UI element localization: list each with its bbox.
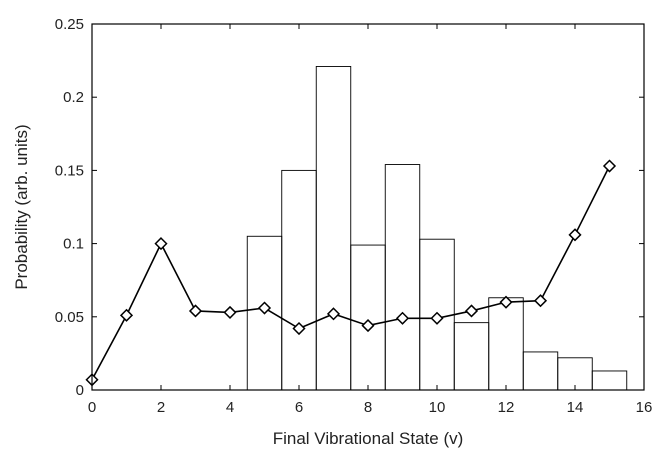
diamond-marker <box>257 301 272 315</box>
y-tick-label: 0.2 <box>63 89 84 106</box>
y-tick-label: 0.25 <box>55 16 84 33</box>
y-tick-label: 0 <box>76 382 84 399</box>
x-tick-label: 0 <box>88 399 96 416</box>
x-tick-label: 2 <box>157 399 165 416</box>
histogram-bar <box>350 244 386 391</box>
y-tick-label: 0.15 <box>55 162 84 179</box>
histogram-bar <box>281 169 317 391</box>
diamond-marker <box>499 295 513 309</box>
histogram-bar <box>591 370 628 391</box>
diamond-marker <box>430 311 444 325</box>
diamond-marker <box>464 304 479 318</box>
diamond-marker <box>292 321 306 336</box>
diamond-marker <box>223 305 237 319</box>
y-axis-label: Probability (arb. units) <box>12 124 31 289</box>
x-tick-label: 4 <box>226 399 234 416</box>
x-tick-label: 16 <box>636 399 653 416</box>
x-axis-label: Final Vibrational State (v) <box>273 429 464 448</box>
x-tick-label: 14 <box>567 399 584 416</box>
diamond-marker <box>568 228 582 242</box>
diamond-marker <box>361 319 375 333</box>
y-tick-labels: 0 0.05 0.1 0.15 0.2 0.25 <box>55 16 84 399</box>
histogram-bars <box>246 66 628 391</box>
diamond-marker <box>326 307 341 321</box>
diamond-marker <box>533 294 548 308</box>
series-line <box>91 165 611 381</box>
histogram-bar <box>315 66 352 391</box>
y-tick-label: 0.05 <box>55 309 84 326</box>
diamond-marker <box>602 159 617 173</box>
diamond-marker <box>119 308 134 322</box>
plot-frame <box>91 23 645 391</box>
diamond-marker <box>154 237 168 251</box>
diamond-marker <box>395 311 410 325</box>
y-tick-label: 0.1 <box>63 236 84 253</box>
diamond-marker <box>188 304 203 318</box>
histogram-bar <box>384 164 421 391</box>
x-tick-label: 12 <box>498 399 515 416</box>
x-tick-labels: 0 2 4 6 8 10 12 14 16 <box>88 399 653 416</box>
x-tick-label: 6 <box>295 399 303 416</box>
axis-ticks <box>91 23 645 391</box>
histogram-bar <box>522 351 559 391</box>
x-tick-label: 8 <box>364 399 372 416</box>
histogram-bar <box>453 322 490 391</box>
histogram-bar <box>488 297 524 391</box>
line-series <box>91 165 611 381</box>
x-tick-label: 10 <box>429 399 446 416</box>
